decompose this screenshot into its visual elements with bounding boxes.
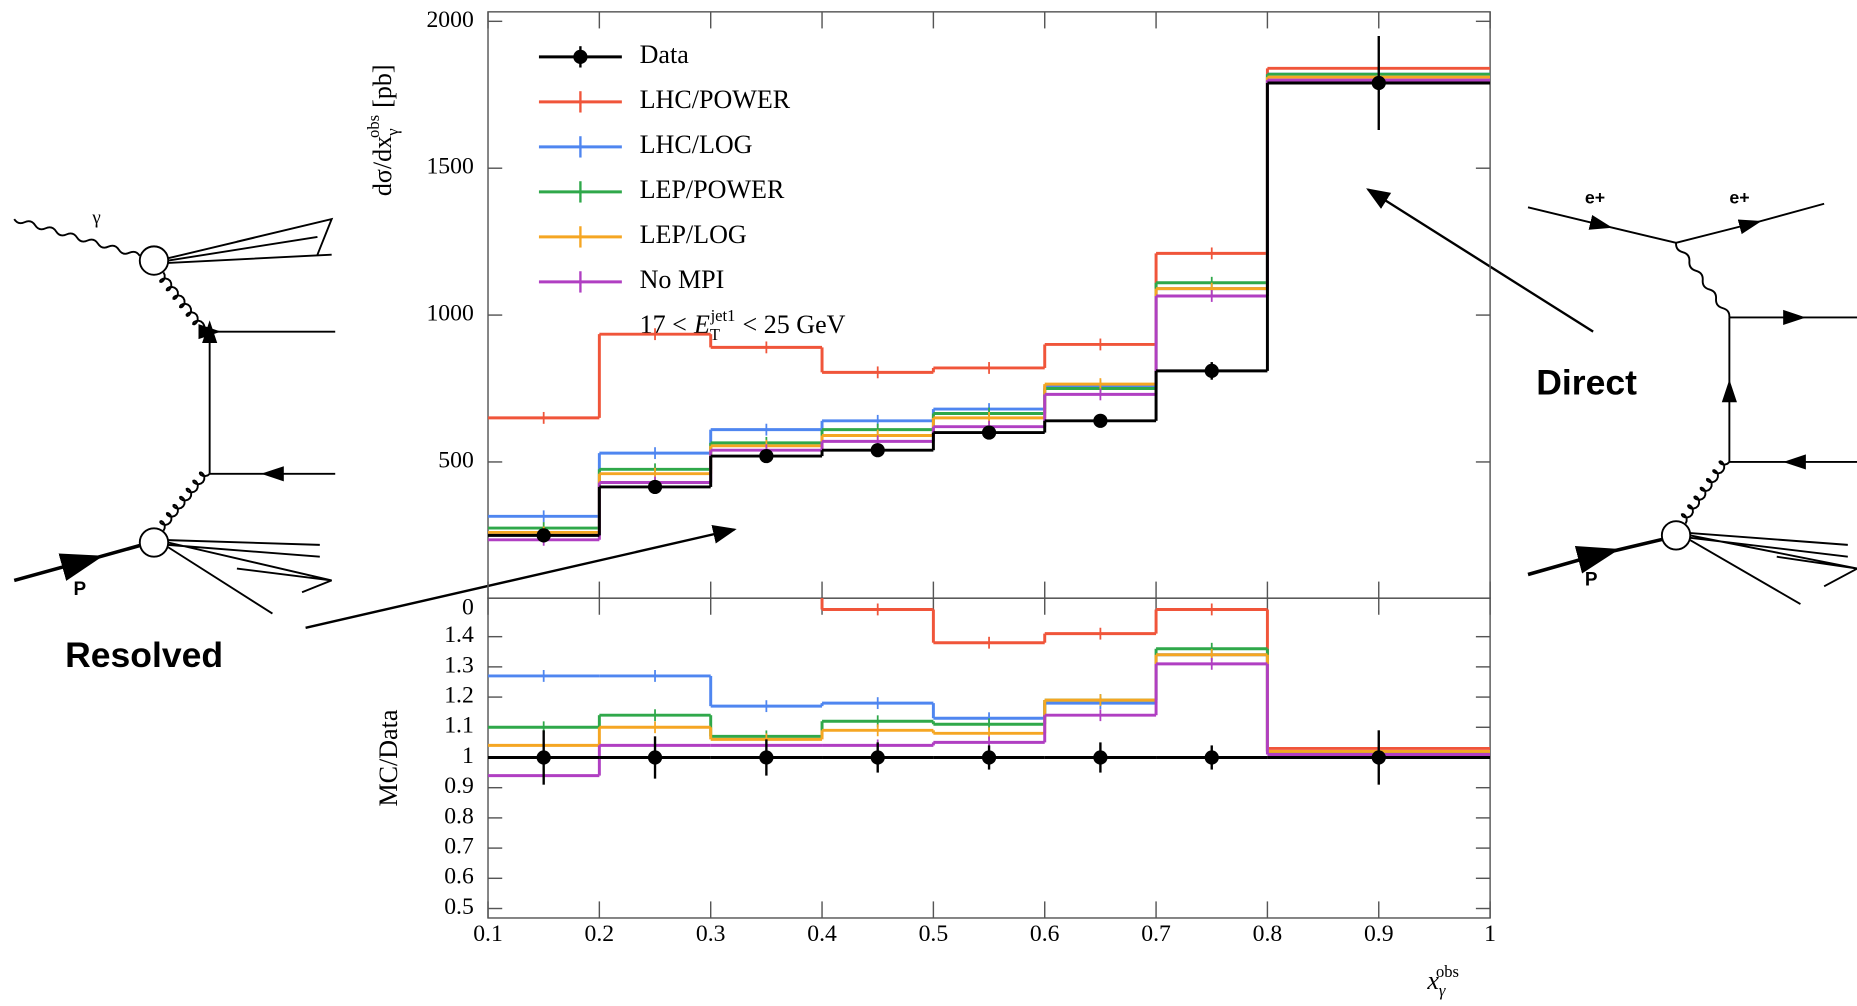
annotation-right: < 25 GeV: [743, 310, 846, 339]
x-tick-label: 0.1: [473, 921, 503, 947]
data-point: [870, 443, 885, 458]
remnant: [1689, 532, 1857, 605]
data-point: [647, 750, 663, 765]
x-axis-label: xγobs: [1426, 962, 1459, 1000]
photon-line: [1675, 242, 1731, 318]
proton-label: P: [1585, 569, 1598, 590]
vertex: [138, 245, 170, 276]
annotation-sup: jet1: [710, 306, 736, 325]
legend-label: LEP/LOG: [640, 220, 747, 249]
annotation-var: E: [693, 310, 710, 339]
ratio-y-axis-label: MC/Data: [374, 709, 403, 806]
vertex: [1660, 520, 1692, 551]
positron-label: e+: [1585, 188, 1605, 208]
y-tick-label: 1500: [426, 154, 473, 180]
positron-line: [1527, 206, 1677, 244]
data-point: [981, 750, 997, 765]
y-tick-label: 1.4: [444, 622, 474, 648]
pointer-arrow: [305, 525, 737, 629]
y-axis-label: dσ/dxγobs [pb]: [364, 64, 402, 196]
remnant: [167, 217, 334, 264]
y-axis-label-text: dσ/dx: [368, 136, 397, 196]
y-tick-label: 1.2: [444, 683, 474, 709]
plot-area: [488, 36, 1491, 546]
data-point: [1371, 75, 1386, 91]
positron-line: [1675, 202, 1825, 244]
photon-line: [13, 218, 141, 257]
direct-label: Direct: [1536, 362, 1637, 402]
data-point: [759, 750, 774, 765]
vertex: [138, 527, 170, 558]
data-point: [870, 750, 885, 765]
x-tick-label: 0.7: [1141, 921, 1171, 947]
gluon-line: [1680, 460, 1731, 524]
data-point: [536, 528, 551, 543]
data-point: [1093, 413, 1108, 428]
x-tick-label: 0.2: [585, 921, 615, 947]
y-tick-label: 1.1: [444, 713, 474, 739]
y-tick-label: 0.7: [444, 834, 474, 860]
data-point: [536, 750, 551, 765]
gluon-line: [159, 272, 211, 334]
x-axis-label-text: x: [1426, 966, 1439, 995]
x-axis-label-sub: γ: [1439, 981, 1446, 1000]
x-tick-label: 0.3: [696, 921, 726, 947]
legend-label: No MPI: [640, 265, 725, 294]
legend-label: LEP/POWER: [640, 175, 785, 204]
data-point: [1371, 750, 1386, 765]
x-tick-label: 0.9: [1364, 921, 1394, 947]
x-tick-label: 1: [1484, 921, 1496, 947]
legend-swatch: [573, 49, 588, 64]
positron-label: e+: [1729, 188, 1749, 208]
x-axis-label-sup: obs: [1436, 962, 1459, 981]
annotation: 17 < ETjet1 < 25 GeV: [640, 306, 846, 344]
y-tick-label: 0.5: [444, 894, 474, 920]
x-tick-label: 0.5: [919, 921, 949, 947]
y-axis-label-sup: obs: [364, 115, 383, 138]
proton-line: [13, 543, 143, 583]
y-tick-label: 0.9: [444, 773, 474, 799]
y-tick-label: 500: [438, 447, 474, 473]
direct-diagram: [1527, 202, 1857, 605]
pointer-arrow: [1366, 188, 1594, 333]
legend-label: LHC/LOG: [640, 130, 753, 159]
y-tick-label: 1: [462, 743, 474, 769]
resolved-label: Resolved: [65, 635, 223, 675]
x-tick-label: 0.6: [1030, 921, 1060, 947]
y-tick-label: 0.6: [444, 864, 474, 890]
data-point: [647, 479, 663, 495]
x-tick-label: 0.4: [807, 921, 837, 947]
data-point: [1204, 363, 1219, 378]
legend-label: LHC/POWER: [640, 85, 791, 114]
plot-frame: [487, 11, 1491, 599]
y-tick-label: 0: [462, 594, 474, 620]
canvas: γ P Resolved e+ e+ P Direct dσ/dxγobs[pb…: [13, 7, 1857, 1000]
proton-label: P: [73, 579, 86, 600]
data-point: [981, 425, 997, 440]
annotation-sub: T: [710, 325, 720, 344]
y-tick-label: 0.8: [444, 803, 474, 829]
x-tick-label: 0.8: [1253, 921, 1283, 947]
remnant: [167, 539, 333, 615]
gluon-line: [159, 471, 211, 532]
data-point: [1093, 750, 1108, 765]
resolved-diagram: [13, 217, 336, 615]
y-tick-label: 2000: [426, 7, 473, 33]
data-point: [1204, 750, 1219, 765]
data-point: [759, 448, 774, 464]
photon-label: γ: [91, 207, 100, 228]
proton-line: [1527, 537, 1665, 577]
legend-label: Data: [640, 40, 690, 69]
y-tick-label: 1.3: [444, 652, 474, 678]
y-axis-label-sub: γ: [383, 128, 402, 136]
plot-area: [488, 598, 1491, 785]
y-tick-label: 1000: [426, 301, 473, 327]
y-axis-label-unit: [pb]: [368, 64, 397, 107]
